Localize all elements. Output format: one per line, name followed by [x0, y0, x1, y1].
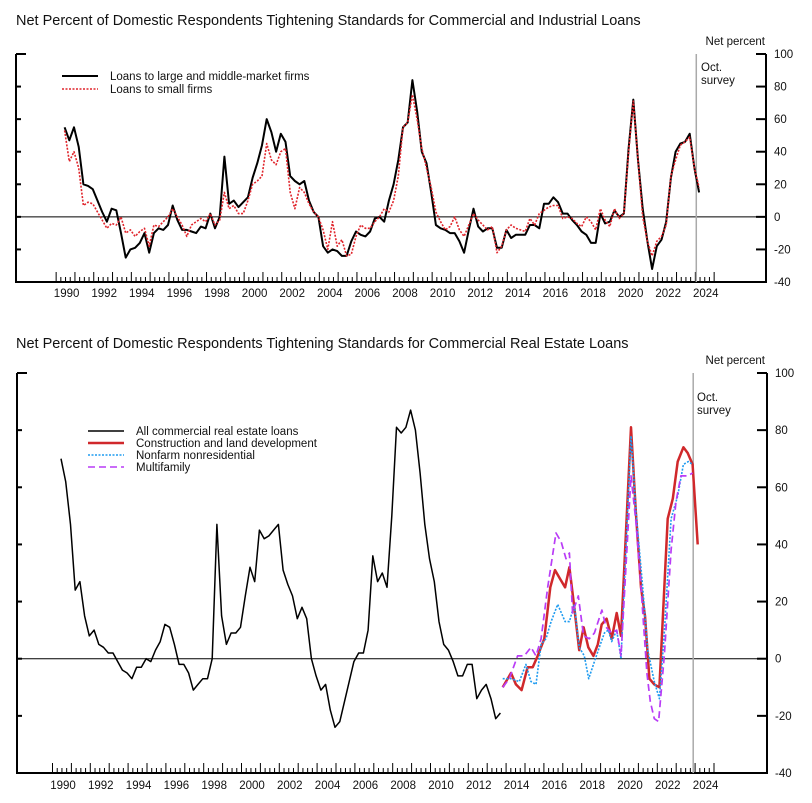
- y-axis-label: Net percent: [706, 36, 766, 48]
- y-tick-label: 0: [775, 654, 781, 666]
- series-line-loans-to-small-firms: [63, 93, 700, 257]
- legend: Loans to large and middle-market firms L…: [62, 71, 310, 96]
- oct-survey-label-line1: Oct.: [701, 62, 722, 74]
- x-tick-label: 1990: [54, 288, 80, 300]
- x-tick-label: 1992: [88, 780, 114, 792]
- x-tick-label: 2002: [277, 780, 303, 792]
- x-tick-label: 2004: [317, 288, 343, 300]
- x-tick-label: 2024: [693, 288, 719, 300]
- chart-title: Net Percent of Domestic Respondents Tigh…: [16, 336, 629, 352]
- legend-label-all-cre: All commercial real estate loans: [136, 426, 299, 438]
- x-tick-label: 2016: [542, 780, 568, 792]
- legend: All commercial real estate loans Constru…: [88, 426, 318, 474]
- y-tick-label: 40: [775, 539, 788, 551]
- x-tick-label: 1998: [204, 288, 230, 300]
- x-tick-label: 1992: [91, 288, 117, 300]
- oct-survey-label-line1: Oct.: [697, 392, 718, 404]
- x-tick-label: 1994: [129, 288, 155, 300]
- y-axis-label: Net percent: [706, 355, 766, 367]
- x-tick-label: 1990: [50, 780, 76, 792]
- series-line-multifamily: [502, 472, 694, 723]
- x-tick-label: 2006: [355, 288, 381, 300]
- y-tick-label: -20: [774, 244, 791, 256]
- y-tick-label: -40: [775, 768, 792, 780]
- legend-label-nonfarm: Nonfarm nonresidential: [136, 450, 255, 462]
- x-tick-label: 2022: [655, 288, 681, 300]
- legend-label-small-firms: Loans to small firms: [110, 84, 213, 96]
- y-tick-label: 0: [774, 212, 780, 224]
- y-tick-label: 20: [774, 179, 787, 191]
- x-tick-label: 2018: [579, 780, 605, 792]
- y-tick-label: 80: [775, 425, 788, 437]
- series-line-all-commercial-real-estate-loans: [60, 409, 501, 729]
- x-tick-label: 2002: [279, 288, 305, 300]
- x-tick-label: 1998: [201, 780, 227, 792]
- y-tick-label: 20: [775, 597, 788, 609]
- x-tick-label: 2004: [315, 780, 341, 792]
- x-tick-label: 2012: [467, 288, 493, 300]
- x-tick-label: 2016: [543, 288, 569, 300]
- series-line-loans-to-large-and-middle-market-firms: [63, 79, 701, 270]
- y-tick-label: 60: [775, 482, 788, 494]
- x-tick-label: 2000: [242, 288, 268, 300]
- x-tick-label: 2020: [617, 780, 643, 792]
- oct-survey-label-line2: survey: [701, 75, 735, 87]
- x-tick-label: 2020: [618, 288, 644, 300]
- oct-survey-label-line2: survey: [697, 405, 731, 417]
- chart-commercial-real-estate: Net Percent of Domestic Respondents Tigh…: [16, 336, 794, 792]
- y-tick-label: 40: [774, 147, 787, 159]
- x-tick-label: 1994: [126, 780, 152, 792]
- x-tick-label: 2008: [392, 288, 418, 300]
- chart-title: Net Percent of Domestic Respondents Tigh…: [16, 13, 641, 29]
- legend-label-construction: Construction and land development: [136, 438, 318, 450]
- y-tick-label: -40: [774, 277, 791, 289]
- x-tick-label: 1996: [167, 288, 193, 300]
- x-tick-label: 2014: [504, 780, 530, 792]
- y-tick-label: 80: [774, 82, 787, 94]
- y-tick-label: 60: [774, 114, 787, 126]
- y-tick-label: 100: [774, 49, 793, 61]
- x-tick-label: 2024: [693, 780, 719, 792]
- chart-commercial-industrial: Net Percent of Domestic Respondents Tigh…: [15, 13, 793, 300]
- axes: -40 -20 0 20 40 60 80 100 1990 1992 1994 1996 1998 20…: [15, 49, 793, 300]
- x-tick-label: 2000: [239, 780, 265, 792]
- x-tick-label: 2008: [390, 780, 416, 792]
- x-tick-label: 2022: [655, 780, 681, 792]
- legend-label-large-firms: Loans to large and middle-market firms: [110, 71, 310, 83]
- y-tick-label: 100: [775, 368, 794, 380]
- x-tick-label: 2014: [505, 288, 531, 300]
- axes: -40 -20 0 20 40 60 80 100 1990 1992 1994 1996 1998 20…: [16, 368, 794, 792]
- x-tick-label: 2012: [466, 780, 492, 792]
- x-tick-label: 1996: [164, 780, 190, 792]
- x-tick-label: 2010: [428, 780, 454, 792]
- legend-label-multifamily: Multifamily: [136, 462, 191, 474]
- x-tick-label: 2006: [353, 780, 379, 792]
- x-tick-label: 2018: [580, 288, 606, 300]
- y-tick-label: -20: [775, 711, 792, 723]
- x-tick-label: 2010: [430, 288, 456, 300]
- series-line-construction-and-land-development: [501, 426, 699, 692]
